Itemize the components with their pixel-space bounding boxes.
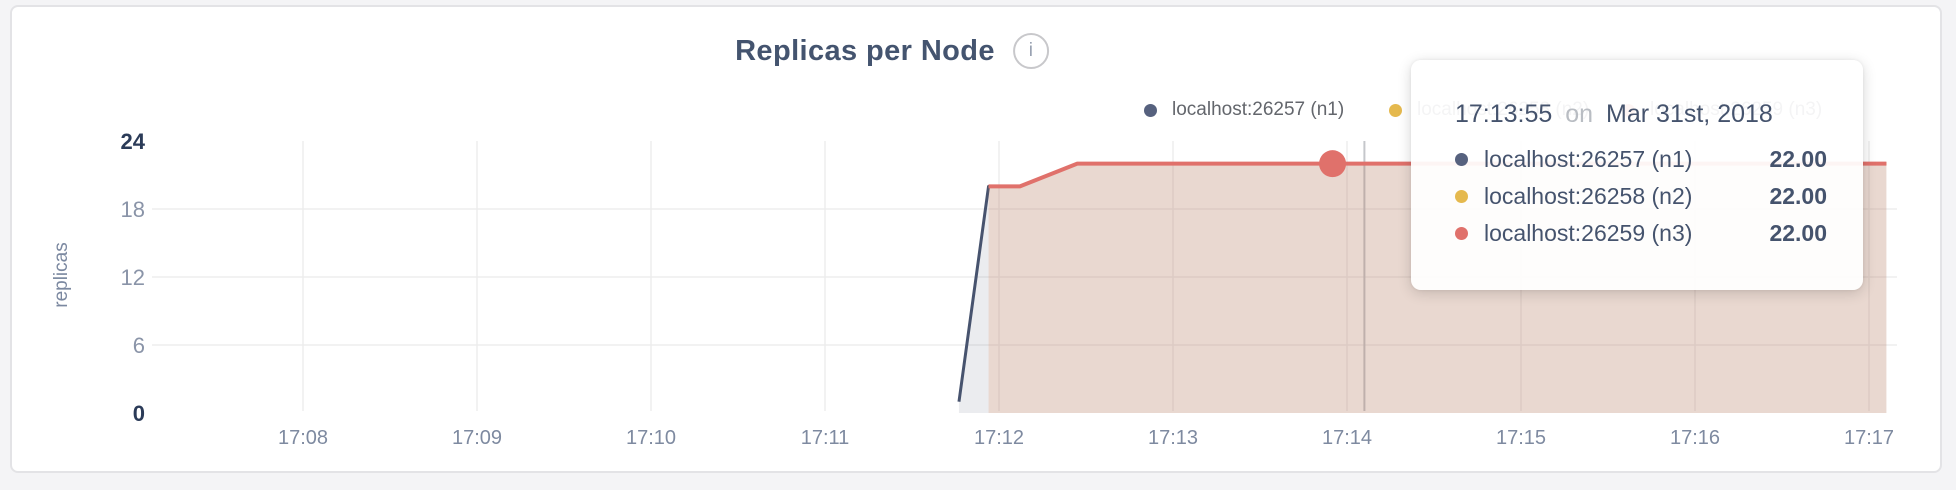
tooltip-date: Mar 31st, 2018	[1606, 100, 1773, 128]
x-tick-label: 17:14	[1322, 427, 1372, 449]
tooltip-on-word: on	[1565, 100, 1594, 128]
x-tick-label: 17:11	[801, 427, 850, 449]
tooltip-series-dot-icon	[1455, 153, 1468, 166]
x-tick-label: 17:09	[452, 427, 502, 449]
hover-tooltip: 17:13:55 on Mar 31st, 2018 localhost:262…	[1411, 60, 1863, 290]
x-tick-label: 17:16	[1670, 427, 1720, 449]
chart-header: Replicas per Node i	[735, 33, 1049, 69]
tooltip-time: 17:13:55	[1455, 100, 1553, 128]
legend-dot-icon	[1144, 103, 1157, 117]
y-tick-label: 18	[121, 197, 145, 222]
tooltip-series-value: 22.00	[1769, 220, 1827, 246]
y-tick-label: 0	[133, 401, 145, 426]
tooltip-row: localhost:26259 (n3) 22.00	[1455, 215, 1827, 252]
y-tick-label: 24	[121, 129, 146, 154]
legend-dot-icon	[1389, 103, 1402, 117]
legend-item[interactable]: localhost:26257 (n1)	[1144, 99, 1344, 121]
tooltip-series-label: localhost:26259 (n3)	[1484, 220, 1693, 246]
chart-card: Replicas per Node i 17:08 17:09 17:10 17:11…	[10, 5, 1942, 473]
tooltip-series-value: 22.00	[1769, 146, 1827, 172]
x-tick-label: 17:13	[1148, 427, 1198, 449]
tooltip-series-dot-icon	[1455, 190, 1468, 203]
legend-label: localhost:26257 (n1)	[1172, 99, 1345, 120]
tooltip-header: 17:13:55 on Mar 31st, 2018	[1455, 100, 1827, 129]
highlighted-point[interactable]	[1319, 150, 1347, 178]
y-axis-label: replicas	[51, 242, 72, 307]
tooltip-row: localhost:26257 (n1) 22.00	[1455, 141, 1827, 178]
x-tick-label: 17:12	[974, 427, 1024, 449]
tooltip-series-label: localhost:26258 (n2)	[1484, 183, 1693, 209]
tooltip-series-label: localhost:26257 (n1)	[1484, 146, 1693, 172]
chart-title: Replicas per Node	[735, 34, 995, 67]
x-tick-label: 17:10	[626, 427, 676, 449]
x-tick-label: 17:17	[1844, 427, 1894, 449]
tooltip-row: localhost:26258 (n2) 22.00	[1455, 178, 1827, 215]
tooltip-rows: localhost:26257 (n1) 22.00 localhost:26258…	[1455, 141, 1827, 252]
info-icon[interactable]: i	[1012, 33, 1049, 69]
y-tick-label: 12	[121, 265, 145, 290]
tooltip-series-dot-icon	[1455, 227, 1468, 240]
y-tick-label: 6	[133, 333, 145, 358]
tooltip-series-value: 22.00	[1769, 183, 1827, 209]
x-tick-label: 17:15	[1496, 427, 1546, 449]
x-tick-label: 17:08	[278, 427, 328, 449]
